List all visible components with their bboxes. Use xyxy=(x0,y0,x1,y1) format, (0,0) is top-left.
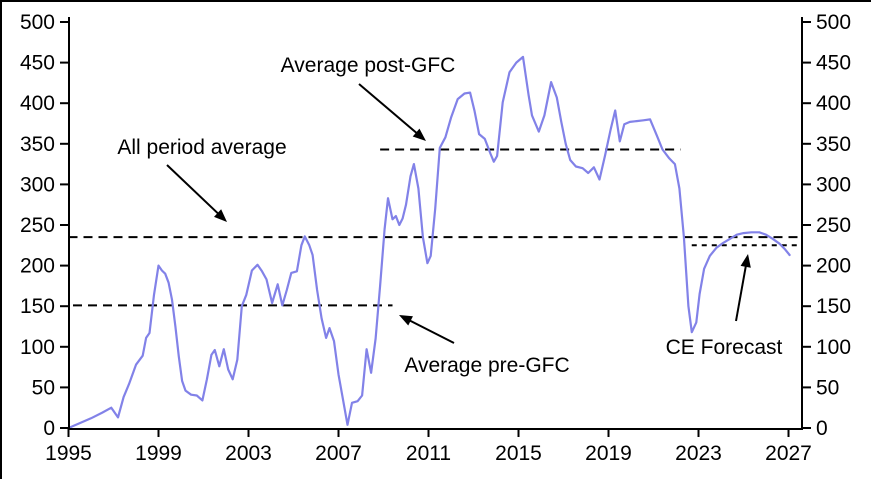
y-axis-label-right: 200 xyxy=(816,255,851,278)
average-post-gfc-label-arrowhead xyxy=(412,128,426,141)
y-axis-label-left: 400 xyxy=(20,92,55,115)
y-axis-label-right: 150 xyxy=(816,295,851,318)
y-axis-label-left: 500 xyxy=(20,11,55,34)
all-period-average-label: All period average xyxy=(117,136,286,159)
average-pre-gfc-label-arrow xyxy=(406,318,455,344)
series-line-main-series xyxy=(67,55,791,430)
x-axis-label: 2015 xyxy=(495,442,542,465)
x-axis-label: 1999 xyxy=(135,442,182,465)
y-axis-label-right: 500 xyxy=(816,11,851,34)
ce-forecast-label-arrowhead xyxy=(740,254,751,268)
x-axis-label: 2019 xyxy=(585,442,632,465)
ce-forecast-label-arrow xyxy=(735,262,748,322)
y-axis-label-left: 100 xyxy=(20,336,55,359)
all-period-average-label-arrowhead xyxy=(213,209,227,222)
all-period-average-label-arrow xyxy=(166,164,222,217)
y-axis-label-right: 300 xyxy=(816,173,851,196)
y-axis-label-left: 450 xyxy=(20,52,55,75)
x-axis-label: 1995 xyxy=(45,442,92,465)
y-axis-label-left: 300 xyxy=(20,173,55,196)
average-pre-gfc-label-arrowhead xyxy=(399,315,413,326)
y-axis-label-right: 50 xyxy=(816,376,839,399)
y-axis-label-right: 450 xyxy=(816,52,851,75)
average-pre-gfc-label: Average pre-GFC xyxy=(404,354,569,377)
y-axis-label-left: 150 xyxy=(20,295,55,318)
x-axis-label: 2011 xyxy=(406,442,451,465)
x-axis-label: 2007 xyxy=(315,442,362,465)
x-axis-label: 2023 xyxy=(675,442,722,465)
ce-forecast-label: CE Forecast xyxy=(666,336,783,359)
y-axis-label-left: 200 xyxy=(20,255,55,278)
x-axis-label: 2027 xyxy=(765,442,812,465)
y-axis-label-left: 50 xyxy=(32,376,55,399)
y-axis-label-left: 350 xyxy=(20,133,55,156)
y-axis-label-right: 100 xyxy=(816,336,851,359)
y-axis-label-right: 350 xyxy=(816,133,851,156)
y-axis-label-right: 400 xyxy=(816,92,851,115)
y-axis-label-left: 0 xyxy=(43,417,55,440)
average-post-gfc-label: Average post-GFC xyxy=(281,54,456,77)
y-axis-label-left: 250 xyxy=(20,214,55,237)
y-axis-label-right: 0 xyxy=(816,417,828,440)
average-post-gfc-label-arrow xyxy=(358,83,420,136)
x-axis-label: 2003 xyxy=(225,442,272,465)
y-axis-label-right: 250 xyxy=(816,214,851,237)
